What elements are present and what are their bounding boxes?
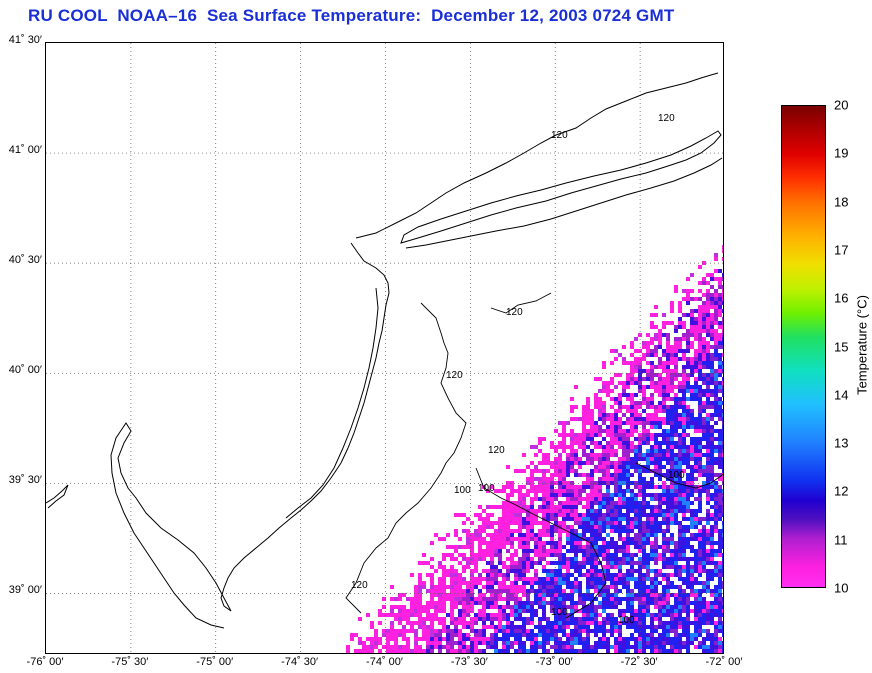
coastline-connecticut bbox=[355, 72, 719, 239]
coastline bbox=[46, 72, 723, 629]
isobath-label: 100 bbox=[668, 470, 685, 481]
colorbar-tick: 17 bbox=[834, 242, 849, 258]
isobath-100-shelf bbox=[475, 467, 607, 619]
colorbar-tick: 11 bbox=[834, 532, 848, 548]
longitude-label: -76˚ 00′ bbox=[26, 656, 64, 668]
isobath-120-east bbox=[490, 292, 552, 314]
coastline-delaware-bay bbox=[110, 422, 232, 629]
temperature-colorbar bbox=[781, 105, 826, 588]
latitude-label: 40˚ 00′ bbox=[8, 364, 42, 377]
isobath-label: 120 bbox=[551, 130, 568, 141]
colorbar-tick: 19 bbox=[834, 145, 849, 161]
isobath-label: 120 bbox=[488, 445, 505, 456]
isobath-label: 120 bbox=[446, 370, 463, 381]
colorbar-tick: 14 bbox=[834, 387, 849, 403]
colorbar-tick: 18 bbox=[834, 194, 849, 210]
colorbar-tick: 16 bbox=[834, 290, 849, 306]
longitude-label: -73˚ 00′ bbox=[535, 656, 573, 668]
colorbar-tick: 15 bbox=[834, 339, 849, 354]
isobath-label: 100 bbox=[551, 607, 568, 618]
coastline-li-south bbox=[405, 157, 723, 249]
coastline-new-jersey bbox=[220, 242, 390, 612]
longitude-label: -73˚ 30′ bbox=[450, 656, 488, 668]
latitude-label: 41˚ 00′ bbox=[8, 144, 42, 157]
coastline-nj-bay bbox=[285, 287, 379, 519]
sst-map[interactable]: 120 120 120 120 120 100 100 100 100 100 120 bbox=[45, 42, 724, 654]
coastline-long-island bbox=[400, 130, 722, 244]
latitude-label: 39˚ 00′ bbox=[8, 584, 42, 597]
longitude-label: -74˚ 30′ bbox=[281, 656, 319, 668]
isobath-100-east bbox=[635, 462, 723, 489]
sst-pixels bbox=[346, 245, 723, 653]
isobath-label: 100 bbox=[454, 485, 471, 496]
latitude-label: 41˚ 30′ bbox=[8, 34, 42, 46]
map-canvas: 120 120 120 120 120 100 100 100 100 100 120 bbox=[46, 43, 723, 653]
longitude-label: -72˚ 30′ bbox=[620, 656, 658, 668]
colorbar-label: Temperature (°C) bbox=[854, 295, 870, 395]
colorbar-tick: 12 bbox=[834, 483, 849, 499]
isobath-labels: 120 120 120 120 120 100 100 100 100 100 120 bbox=[351, 113, 685, 626]
longitude-label: -75˚ 00′ bbox=[196, 656, 234, 668]
colorbar-tick: 10 bbox=[834, 580, 849, 596]
isobath-120-north bbox=[345, 302, 467, 614]
longitude-label: -75˚ 30′ bbox=[111, 656, 149, 668]
longitude-label: -74˚ 00′ bbox=[366, 656, 403, 668]
latitude-label: 39˚ 30′ bbox=[8, 474, 42, 487]
colorbar-tick: 20 bbox=[834, 97, 849, 113]
page-title: RU COOL NOAA–16 Sea Surface Temperature:… bbox=[28, 6, 675, 25]
isobath-label: 100 bbox=[478, 483, 495, 494]
longitude-label: -72˚ 00′ bbox=[705, 656, 743, 668]
latitude-label: 40˚ 30′ bbox=[8, 254, 42, 267]
coastline-delaware-west bbox=[46, 484, 69, 509]
isobath-label: 120 bbox=[351, 580, 368, 591]
isobath-label: 120 bbox=[506, 307, 523, 318]
colorbar-tick: 13 bbox=[834, 435, 849, 451]
isobath-label: 120 bbox=[658, 113, 675, 124]
isobath-label: 100 bbox=[618, 615, 635, 626]
